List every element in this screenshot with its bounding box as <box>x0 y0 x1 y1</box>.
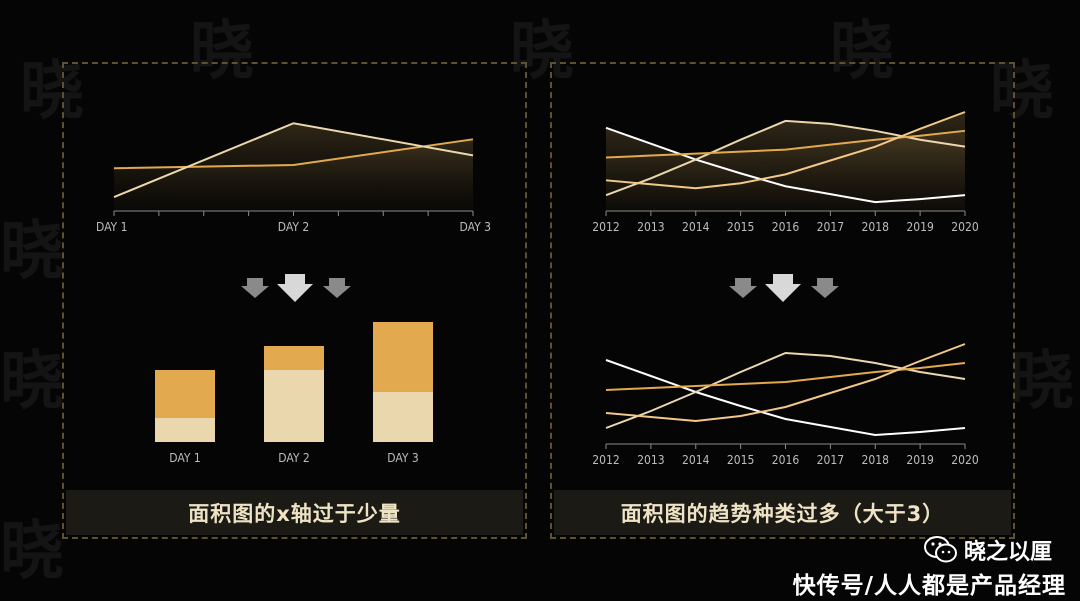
x-tick-label: 2016 <box>772 453 800 467</box>
series-line <box>605 359 966 437</box>
x-tick-label: 2015 <box>727 453 754 467</box>
x-tick-label: 2012 <box>592 453 619 467</box>
series-line <box>113 122 474 199</box>
x-tick-label: 2020 <box>951 453 979 467</box>
series-line <box>113 138 474 170</box>
wechat-icon <box>923 536 958 564</box>
x-tick-label: 2018 <box>862 220 890 234</box>
left-area-chart: DAY 1 DAY 2 DAY 3 <box>96 122 491 234</box>
arrow-down-icon <box>277 274 313 302</box>
arrow-down-icon <box>323 278 351 298</box>
bar-category-label: DAY 2 <box>278 451 309 465</box>
arrow-down-icon <box>811 278 839 298</box>
bar-segment <box>264 346 324 370</box>
x-tick-label: 2015 <box>727 220 754 234</box>
watermark: 晓 <box>0 515 64 589</box>
x-tick-label: DAY 1 <box>96 220 127 234</box>
watermark: 晓 <box>510 15 574 89</box>
left-stacked-bar-chart: DAY 1 DAY 2 DAY 3 <box>155 322 433 465</box>
watermark: 晓 <box>1010 345 1074 419</box>
down-arrows <box>241 274 351 302</box>
x-tick-label: 2013 <box>637 453 664 467</box>
arrow-down-icon <box>729 278 757 298</box>
down-arrows <box>729 274 839 302</box>
x-tick-label: DAY 3 <box>460 220 491 234</box>
watermark: 晓 <box>190 15 254 89</box>
x-tick-label: 2020 <box>951 220 979 234</box>
bar-segment <box>373 391 433 442</box>
bar-segment <box>155 370 215 418</box>
area-fill <box>606 112 965 211</box>
x-tick-label: 2018 <box>862 453 890 467</box>
x-tick-label: 2017 <box>817 220 844 234</box>
series-line <box>605 126 966 204</box>
x-tick-label: 2019 <box>906 453 934 467</box>
watermark: 晓 <box>830 15 894 89</box>
x-tick-label: DAY 2 <box>278 220 309 234</box>
x-tick-label: 2017 <box>817 453 844 467</box>
source-text: 快传号/人人都是产品经理 <box>792 573 1066 599</box>
x-tick-label: 2012 <box>592 220 619 234</box>
left-caption: 面积图的x轴过于少量 <box>66 490 523 535</box>
account-badge: 晓之以厘 <box>923 534 1052 566</box>
bar-category-label: DAY 3 <box>387 451 418 465</box>
left-panel: DAY 1 DAY 2 DAY 3 DAY 1 DAY 2 DAY 3 面积图的x轴过于… <box>62 62 527 539</box>
x-tick-label: 2016 <box>772 220 800 234</box>
x-tick-label: 2014 <box>682 220 710 234</box>
arrow-down-icon <box>241 278 269 298</box>
account-name: 晓之以厘 <box>963 540 1052 565</box>
watermark: 晓 <box>990 55 1054 129</box>
x-tick-label: 2013 <box>637 220 664 234</box>
bar-segment <box>373 322 433 392</box>
watermark: 晓 <box>0 215 64 289</box>
arrow-down-icon <box>765 274 801 302</box>
watermark: 晓 <box>20 55 84 129</box>
series-line <box>605 111 966 190</box>
x-tick-label: 2019 <box>906 220 934 234</box>
x-tick-label: 2014 <box>682 453 710 467</box>
right-caption: 面积图的趋势种类过多（大于3） <box>554 490 1011 535</box>
right-area-chart: 2012 2013 2014 2015 2016 2017 2018 2019 2020 <box>592 111 979 234</box>
right-line-chart: 2012 2013 2014 2015 2016 2017 2018 2019 2020 <box>592 343 979 467</box>
area-fill <box>114 123 473 211</box>
bar-category-label: DAY 1 <box>169 451 200 465</box>
right-panel: 2012 2013 2014 2015 2016 2017 2018 2019 2020 201… <box>550 62 1015 539</box>
watermark: 晓 <box>0 345 64 419</box>
bar-segment <box>155 418 215 442</box>
series-line <box>605 343 966 423</box>
bar-segment <box>264 370 324 442</box>
series-line <box>605 129 966 159</box>
series-line <box>605 362 966 391</box>
